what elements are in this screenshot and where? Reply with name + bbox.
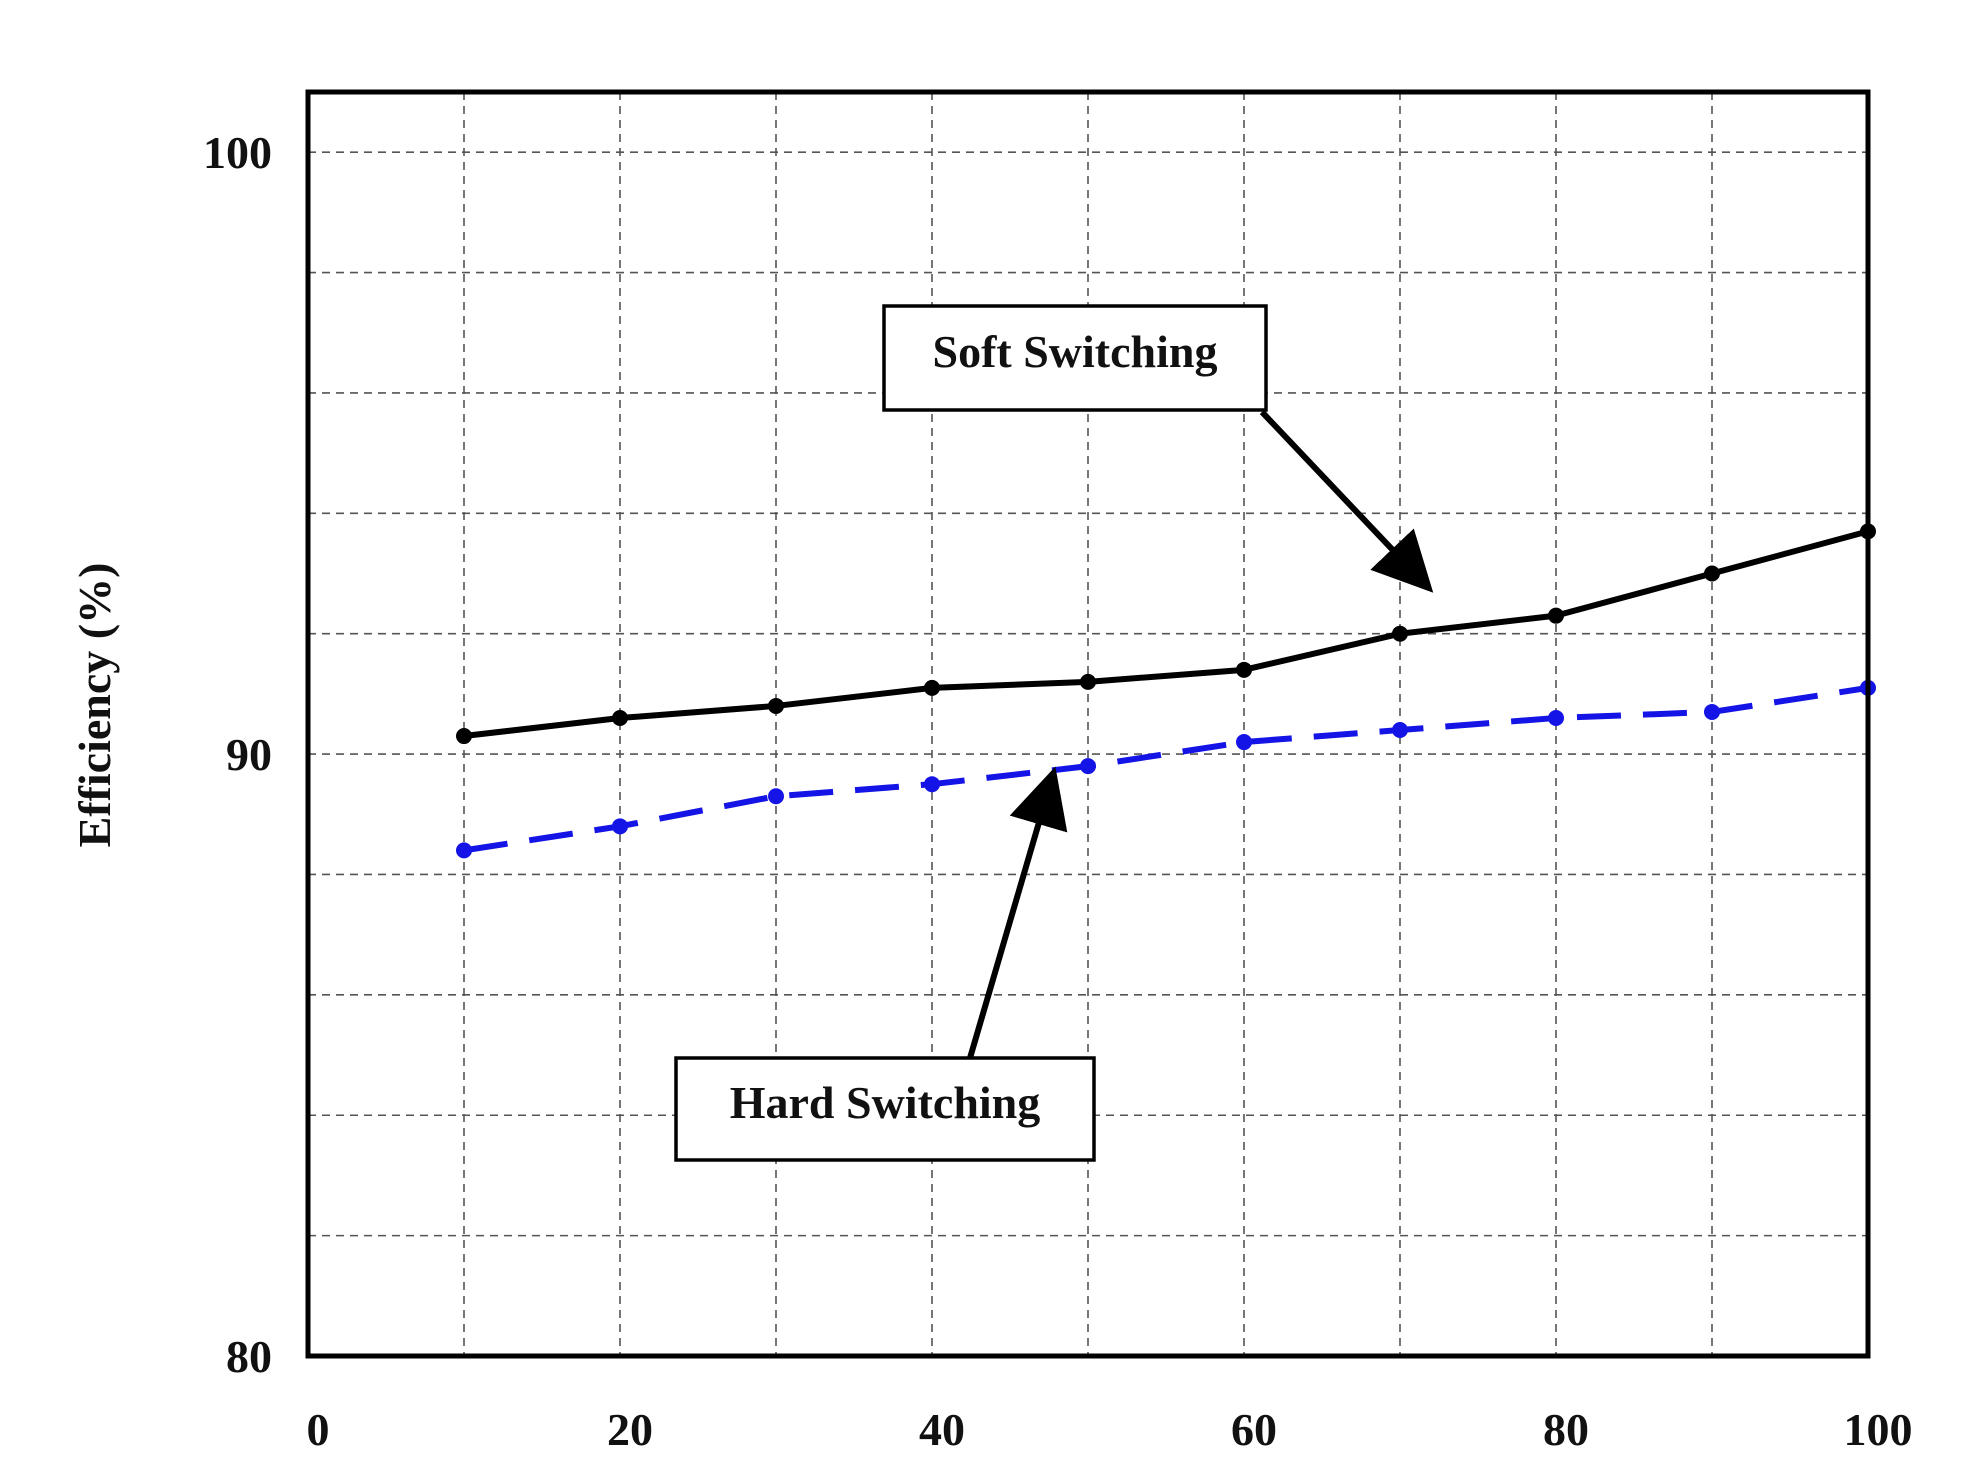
soft-switching-point bbox=[768, 697, 784, 714]
x-tick-label: 20 bbox=[607, 1404, 653, 1455]
hard-switching-point bbox=[1236, 734, 1252, 751]
hard-switching-label: Hard Switching bbox=[730, 1077, 1041, 1128]
y-tick-labels: 80 90 100 bbox=[203, 127, 272, 1382]
x-tick-label: 80 bbox=[1543, 1404, 1589, 1455]
annotations: Soft Switching Hard Switching bbox=[674, 304, 1434, 1162]
x-tick-labels: 0 20 40 60 80 100 bbox=[307, 1404, 1913, 1455]
soft-switching-line bbox=[463, 528, 1869, 740]
hard-switching-point bbox=[924, 776, 940, 793]
series-lines bbox=[456, 523, 1876, 859]
soft-switching-label: Soft Switching bbox=[933, 326, 1218, 377]
hard-switching-point bbox=[456, 842, 472, 859]
soft-switching-point bbox=[1236, 661, 1252, 678]
soft-switching-point bbox=[456, 728, 472, 745]
hard-switching-point bbox=[1080, 758, 1096, 775]
grid-lines bbox=[308, 92, 1868, 1356]
hard-switching-point bbox=[1704, 703, 1720, 720]
y-tick-label: 100 bbox=[203, 127, 272, 178]
x-tick-label: 40 bbox=[919, 1404, 965, 1455]
hard-switching-point bbox=[612, 818, 628, 835]
x-tick-label: 60 bbox=[1231, 1404, 1277, 1455]
soft-switching-point bbox=[1548, 607, 1564, 624]
y-tick-label: 80 bbox=[226, 1331, 272, 1382]
soft-switching-arrow bbox=[1259, 409, 1434, 593]
soft-switching-point bbox=[612, 709, 628, 726]
plot-frame bbox=[305, 89, 1871, 1359]
y-axis-label: Efficiency (%) bbox=[69, 563, 120, 848]
hard-switching-arrow bbox=[967, 766, 1068, 1059]
x-tick-label: 0 bbox=[307, 1404, 330, 1455]
hard-switching-point bbox=[768, 788, 784, 805]
soft-switching-point bbox=[1704, 565, 1720, 582]
hard-switching-line bbox=[463, 684, 1869, 854]
soft-switching-label-box bbox=[882, 304, 1268, 412]
y-tick-label: 90 bbox=[226, 729, 272, 780]
soft-switching-point bbox=[1392, 625, 1408, 642]
hard-switching-label-box bbox=[674, 1056, 1096, 1162]
hard-switching-point bbox=[1548, 709, 1564, 726]
soft-switching-point bbox=[1080, 673, 1096, 690]
soft-switching-point bbox=[924, 679, 940, 696]
hard-switching-point bbox=[1392, 722, 1408, 739]
x-tick-label: 100 bbox=[1844, 1404, 1913, 1455]
